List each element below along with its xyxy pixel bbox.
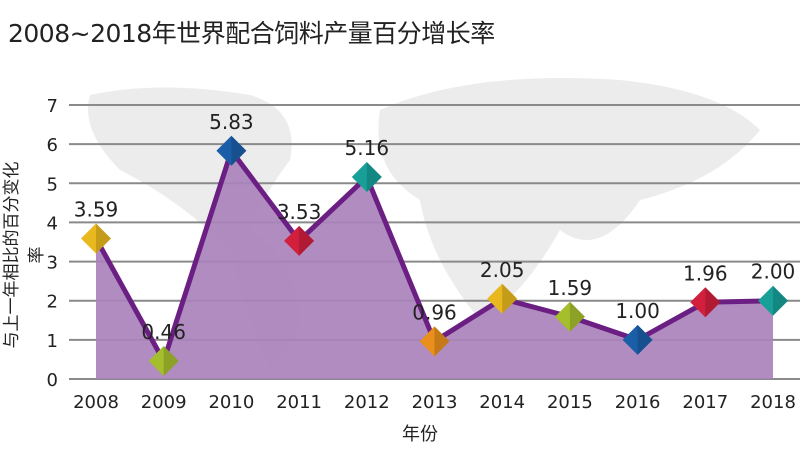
y-tick-label: 0 xyxy=(47,370,58,391)
data-point-marker-shade xyxy=(434,326,450,357)
data-point-marker-shade xyxy=(502,283,518,314)
y-tick-label: 1 xyxy=(47,331,58,352)
y-tick-label: 5 xyxy=(47,174,58,195)
area-fill xyxy=(96,150,773,379)
world-map-eurasia-africa xyxy=(378,78,760,320)
x-tick-label: 2010 xyxy=(208,392,254,413)
x-tick-label: 2014 xyxy=(479,392,525,413)
data-label: 3.59 xyxy=(74,197,119,221)
x-tick-label: 2017 xyxy=(682,392,728,413)
x-tick-label: 2013 xyxy=(412,392,458,413)
data-point-marker-shade xyxy=(569,301,585,332)
data-point-marker-shade xyxy=(299,225,315,256)
data-point-marker-shade xyxy=(773,285,788,316)
data-label: 3.53 xyxy=(277,200,322,224)
data-point-marker xyxy=(690,287,721,318)
data-label: 1.59 xyxy=(548,276,593,300)
data-label: 1.96 xyxy=(683,261,728,285)
x-tick-label: 2015 xyxy=(547,392,593,413)
data-point-marker-shade xyxy=(163,345,179,376)
data-point-marker xyxy=(148,345,179,376)
x-tick-label: 2012 xyxy=(344,392,390,413)
x-tick-label: 2009 xyxy=(141,392,187,413)
data-label: 2.00 xyxy=(751,260,796,284)
y-tick-label: 4 xyxy=(47,213,58,234)
data-point-marker xyxy=(622,324,653,355)
data-point-marker-shade xyxy=(637,324,653,355)
x-axis-label: 年份 xyxy=(402,424,438,445)
data-point-marker xyxy=(554,301,585,332)
data-point-marker xyxy=(284,225,315,256)
data-point-marker-shade xyxy=(366,162,382,193)
data-point-marker xyxy=(419,326,450,357)
data-point-marker-shade xyxy=(96,223,111,254)
data-point-marker-shade xyxy=(231,135,247,166)
data-label: 2.05 xyxy=(480,258,525,282)
data-label: 0.96 xyxy=(412,300,457,324)
y-tick-label: 2 xyxy=(47,292,58,313)
data-point-marker xyxy=(351,162,382,193)
data-label: 0.46 xyxy=(141,320,186,344)
y-tick-label: 7 xyxy=(47,96,58,117)
data-label: 1.00 xyxy=(615,299,660,323)
x-tick-label: 2018 xyxy=(750,392,796,413)
x-tick-label: 2011 xyxy=(276,392,322,413)
data-point-marker xyxy=(487,283,518,314)
y-tick-label: 6 xyxy=(47,135,58,156)
data-point-marker xyxy=(216,135,247,166)
data-label: 5.16 xyxy=(345,136,390,160)
data-label: 5.83 xyxy=(209,110,254,134)
chart-title: 2008~2018年世界配合饲料产量百分增长率 xyxy=(8,19,495,48)
x-tick-label: 2008 xyxy=(73,392,119,413)
y-tick-label: 3 xyxy=(47,253,58,274)
data-point-marker xyxy=(81,223,111,254)
x-tick-label: 2016 xyxy=(615,392,661,413)
data-point-marker xyxy=(758,285,788,316)
data-point-marker-shade xyxy=(705,287,721,318)
